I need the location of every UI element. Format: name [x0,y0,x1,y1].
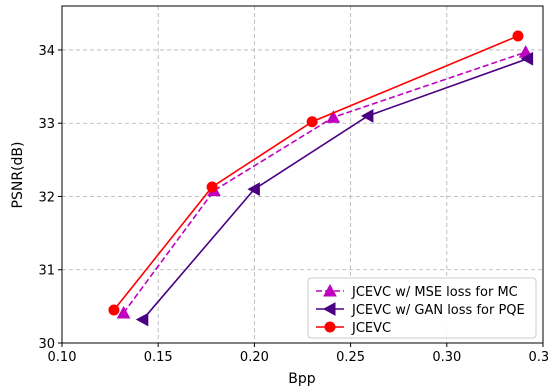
data-point [326,110,341,123]
plot-frame [61,5,544,344]
series-2 [135,51,534,327]
series-line [122,51,526,314]
x-tick-label: 0.10 [48,350,77,365]
legend-marker [322,302,336,316]
x-axis-label: Bpp [288,371,315,387]
data-point [108,304,120,316]
y-ticks: 30 31 32 33 34 [38,44,62,352]
y-tick-label: 31 [38,264,55,279]
x-tick-label: 0.20 [240,350,269,365]
x-tick-label: 0.35 [529,350,548,365]
series-line [142,57,528,321]
series-3 [108,30,524,316]
x-tick-label: 0.30 [432,350,461,365]
legend-label: JCEVC w/ GAN loss for PQE [351,303,525,318]
y-tick-label: 32 [38,190,55,205]
y-tick-label: 34 [38,44,55,59]
y-tick-label: 30 [38,337,55,352]
data-point [206,181,218,193]
data-point [306,116,318,128]
series-line [113,35,519,311]
legend: JCEVC w/ MSE loss for MC JCEVC w/ GAN los… [307,277,537,339]
data-point [116,305,131,319]
legend-box [307,277,537,339]
data-point [247,182,260,196]
y-tick-label: 33 [38,117,55,132]
x-tick-label: 0.25 [336,350,365,365]
data-point [520,51,534,66]
legend-marker [324,321,336,333]
data-point [360,109,374,123]
y-axis-label: PSNR(dB) [10,142,26,209]
data-point [512,30,524,42]
legend-label: JCEVC w/ MSE loss for MC [351,285,518,300]
x-ticks: 0.10 0.15 0.20 0.25 0.30 0.35 [48,343,548,365]
data-point [135,312,149,327]
series-layer [108,30,534,327]
x-tick-label: 0.15 [144,350,173,365]
legend-label: JCEVC [351,321,391,336]
legend-marker [323,283,337,297]
